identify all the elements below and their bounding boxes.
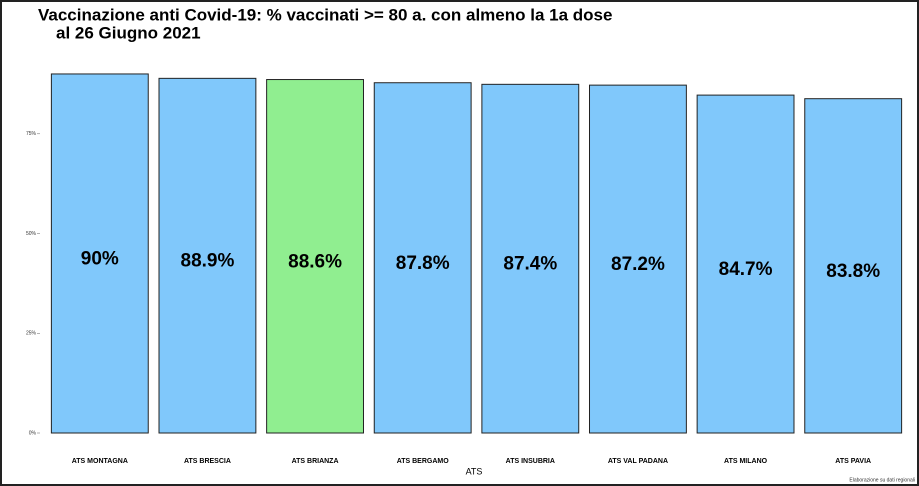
bar — [696, 94, 795, 434]
x-tick-label: ATS BERGAMO — [397, 458, 450, 465]
value-label: 87.8% — [396, 253, 450, 274]
y-tick-label: 75% — [26, 131, 37, 137]
value-label: 84.7% — [719, 259, 773, 280]
bar — [50, 73, 149, 434]
bar — [158, 77, 257, 434]
x-tick-label: ATS BRESCIA — [184, 458, 231, 465]
x-tick-label: ATS INSUBRIA — [506, 458, 555, 465]
bar — [266, 79, 364, 434]
value-label: 88.6% — [288, 251, 342, 272]
bar — [373, 82, 472, 434]
x-axis-label: ATS — [466, 466, 483, 476]
caption: Elaborazione su dati regionali — [849, 477, 915, 483]
x-tick-label: ATS MONTAGNA — [72, 458, 128, 465]
bar — [804, 98, 903, 434]
x-tick-label: ATS MILANO — [724, 458, 768, 465]
value-label: 83.8% — [826, 261, 880, 282]
y-tick-label: 25% — [26, 331, 37, 337]
y-tick-label: 0% — [29, 430, 37, 436]
x-tick-label: ATS PAVIA — [835, 458, 871, 465]
x-tick-label: ATS VAL PADANA — [608, 458, 668, 465]
value-label: 87.2% — [611, 254, 665, 275]
value-label: 87.4% — [503, 254, 557, 275]
chart-title: Vaccinazione anti Covid-19: % vaccinati … — [38, 5, 612, 24]
bar — [589, 84, 687, 434]
bar — [481, 83, 580, 434]
y-tick-label: 50% — [26, 231, 37, 237]
x-tick-label: ATS BRIANZA — [292, 458, 339, 465]
chart-title: al 26 Giugno 2021 — [56, 23, 201, 42]
value-label: 90% — [81, 248, 119, 269]
value-label: 88.9% — [181, 251, 235, 272]
